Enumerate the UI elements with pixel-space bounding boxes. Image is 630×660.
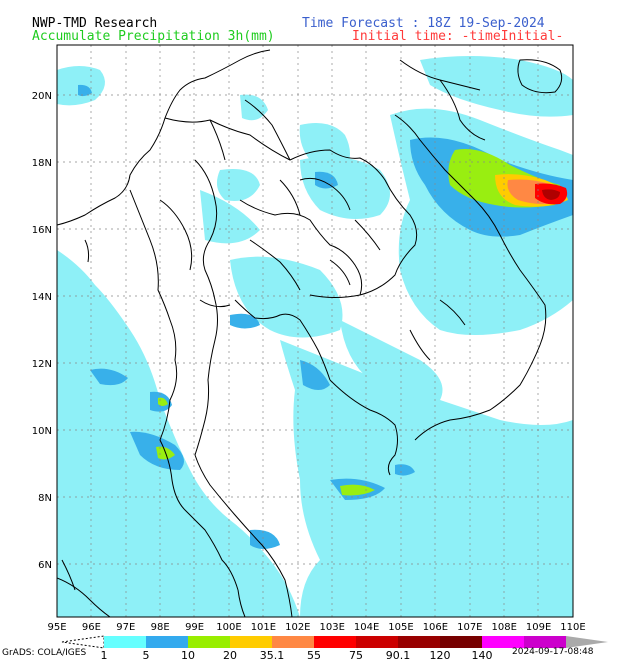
colorbar-swatch	[230, 636, 272, 648]
longitude-labels: 95E 96E 97E 98E 99E 100E 101E 102E 103E 104E 105E 1…	[47, 622, 585, 633]
lon-label: 107E	[457, 622, 482, 633]
lon-label: 106E	[423, 622, 448, 633]
lat-label: 10N	[32, 426, 52, 437]
lon-label: 110E	[560, 622, 585, 633]
lat-label: 14N	[32, 292, 52, 303]
header-initial-time: Initial time: -timeInitial-	[352, 29, 564, 44]
colorbar-swatch	[104, 636, 146, 648]
colorbar: 1 5 10 20 35.1 55 75 90.1 120 140	[61, 635, 608, 660]
lon-label: 97E	[116, 622, 135, 633]
map-frame	[56, 44, 574, 618]
lon-label: 99E	[185, 622, 204, 633]
lat-label: 18N	[32, 158, 52, 169]
colorbar-label: 1	[101, 649, 108, 660]
colorbar-label: 20	[223, 649, 237, 660]
precip-peak-area	[535, 183, 568, 205]
lat-label: 6N	[38, 560, 52, 571]
colorbar-label: 90.1	[386, 649, 411, 660]
colorbar-swatch	[61, 635, 105, 649]
header-variable-title: Accumulate Precipitation 3h(mm)	[32, 29, 275, 44]
lon-label: 105E	[388, 622, 413, 633]
colorbar-label: 10	[181, 649, 195, 660]
colorbar-swatch	[146, 636, 188, 648]
colorbar-swatch	[188, 636, 230, 648]
lon-label: 103E	[319, 622, 344, 633]
lon-label: 95E	[47, 622, 66, 633]
header-forecast-time: Time Forecast : 18Z 19-Sep-2024	[302, 16, 545, 31]
lon-label: 96E	[82, 622, 101, 633]
colorbar-swatch	[482, 636, 524, 648]
latitude-labels: 20N 18N 16N 14N 12N 10N 8N 6N	[32, 91, 52, 571]
colorbar-swatch	[272, 636, 314, 648]
colorbar-swatch	[356, 636, 398, 648]
coastlines-and-borders	[57, 49, 563, 617]
lat-label: 20N	[32, 91, 52, 102]
lon-label: 98E	[151, 622, 170, 633]
colorbar-label: 5	[143, 649, 150, 660]
colorbar-swatch	[566, 636, 608, 648]
lon-label: 104E	[354, 622, 379, 633]
lat-label: 16N	[32, 225, 52, 236]
lon-label: 100E	[216, 622, 241, 633]
colorbar-swatch	[398, 636, 440, 648]
colorbar-swatch	[524, 636, 566, 648]
lat-label: 12N	[32, 359, 52, 370]
footer-grads-credit: GrADS: COLA/IGES	[2, 648, 87, 658]
colorbar-label: 55	[307, 649, 321, 660]
lon-label: 109E	[526, 622, 551, 633]
lat-label: 8N	[38, 493, 52, 504]
colorbar-swatch	[440, 636, 482, 648]
colorbar-label: 120	[430, 649, 451, 660]
colorbar-label: 35.1	[260, 649, 285, 660]
lon-label: 102E	[285, 622, 310, 633]
lon-label: 108E	[491, 622, 516, 633]
colorbar-swatch	[314, 636, 356, 648]
colorbar-label: 75	[349, 649, 363, 660]
lon-label: 101E	[251, 622, 276, 633]
precipitation-field	[57, 45, 573, 617]
colorbar-label: 140	[472, 649, 493, 660]
header-model-title: NWP-TMD Research	[32, 16, 158, 31]
footer-timestamp: 2024-09-17-08:48	[512, 647, 594, 657]
